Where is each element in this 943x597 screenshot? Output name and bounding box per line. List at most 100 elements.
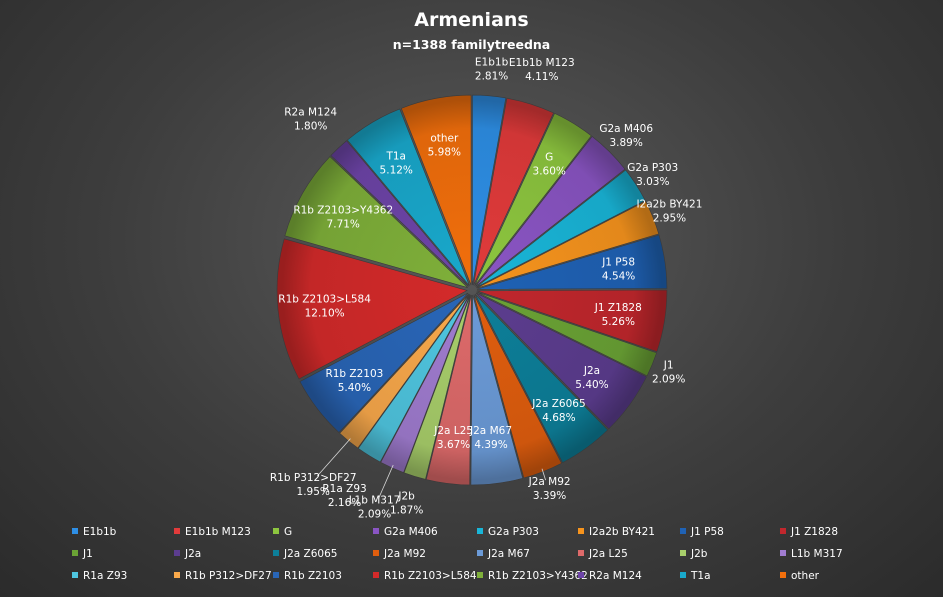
slice-name-label-r1b-z2103-l584: R1b Z2103>L584 bbox=[278, 293, 371, 305]
pie-slice-g bbox=[474, 113, 592, 286]
legend-swatch-j2a-m67 bbox=[477, 550, 483, 556]
legend-swatch-r1b-z2103 bbox=[273, 572, 279, 578]
slice-value-label-g2a-m406: 3.89% bbox=[609, 137, 642, 149]
legend-label-j1-p58: J1 P58 bbox=[690, 526, 724, 538]
slice-name-label-e1b1b-m123: E1b1b M123 bbox=[509, 57, 575, 69]
slice-name-label-j2a: J2a bbox=[583, 365, 600, 377]
slice-labels: E1b1b 2.81%E1b1b M123 4.11% G 3.60% G2a M406 3… bbox=[270, 57, 703, 521]
legend-label-r1b-z2103-l584: R1b Z2103>L584 bbox=[384, 570, 477, 582]
pie-slice-e1b1b-m123 bbox=[473, 97, 554, 286]
legend-label-j2b: J2b bbox=[690, 548, 708, 560]
pie-slice-r2a-m124 bbox=[330, 140, 469, 287]
slice-value-label-l1b-m317: 2.09% bbox=[358, 509, 391, 521]
pie-slice-j2b bbox=[403, 294, 471, 480]
slice-name-label-r1b-p312-df27: R1b P312>DF27 bbox=[270, 472, 357, 484]
slice-name-label-g: G bbox=[545, 151, 553, 163]
pie-slice-r1b-z2103 bbox=[299, 292, 469, 433]
slice-name-label-j2a-m92: J2a M92 bbox=[528, 476, 571, 488]
slice-name-label-j2a-z6065: J2a Z6065 bbox=[531, 398, 585, 410]
slice-name-label-r1b-z2103: R1b Z2103 bbox=[325, 368, 383, 380]
pie-slice-g2a-p303 bbox=[476, 169, 646, 288]
pie-slice-t1a bbox=[346, 108, 470, 286]
legend-label-e1b1b: E1b1b bbox=[83, 526, 117, 538]
legend-label-g2a-p303: G2a P303 bbox=[488, 526, 539, 538]
slice-name-label-g2a-m406: G2a M406 bbox=[599, 123, 653, 135]
legend-swatch-e1b1b bbox=[72, 528, 78, 534]
slice-name-label-j1-p58: J1 P58 bbox=[601, 256, 635, 268]
legend-label-g2a-m406: G2a M406 bbox=[384, 526, 438, 538]
pie-slice-j2a-z6065 bbox=[474, 293, 609, 464]
legend-swatch-j2b bbox=[680, 550, 686, 556]
legend-swatch-r1b-p312-df27 bbox=[174, 572, 180, 578]
legend-label-other: other bbox=[791, 570, 820, 582]
legend-swatch-t1a bbox=[680, 572, 686, 578]
slice-value-label-r2a-m124: 1.80% bbox=[294, 120, 327, 132]
slice-name-label-other: other bbox=[430, 132, 459, 144]
legend-label-g: G bbox=[284, 526, 292, 538]
legend-swatch-i2a2b-by421 bbox=[578, 528, 584, 534]
legend-swatch-l1b-m317 bbox=[780, 550, 786, 556]
slice-value-label-j1: 2.09% bbox=[652, 373, 685, 385]
slice-value-label-other: 5.98% bbox=[428, 146, 461, 158]
legend-swatch-g2a-p303 bbox=[477, 528, 483, 534]
legend-label-j2a-m92: J2a M92 bbox=[383, 548, 426, 560]
slice-value-label-r1b-z2103-y4362: 7.71% bbox=[327, 219, 360, 231]
slice-name-label-i2a2b-by421: I2a2b BY421 bbox=[636, 199, 702, 211]
slice-value-label-g2a-p303: 3.03% bbox=[636, 176, 669, 188]
chart-subtitle: n=1388 familytreedna bbox=[392, 37, 551, 52]
pie-slices bbox=[276, 94, 668, 486]
slice-value-label-j1-p58: 4.54% bbox=[602, 270, 635, 282]
chart-title: Armenians bbox=[414, 9, 529, 31]
legend-swatch-r1b-z2103-l584 bbox=[373, 572, 379, 578]
slice-name-label-j2a-m67: J2a M67 bbox=[469, 425, 512, 437]
slice-value-label-j2a-m92: 3.39% bbox=[533, 490, 566, 502]
legend-label-l1b-m317: L1b M317 bbox=[791, 548, 843, 560]
legend-swatch-r1a-z93 bbox=[72, 572, 78, 578]
leader-line-r1b-p312-df27 bbox=[316, 438, 351, 477]
pie-slice-j1-p58 bbox=[476, 234, 668, 290]
slice-name-label-j1: J1 bbox=[663, 359, 674, 371]
slice-name-label-r1b-z2103-y4362: R1b Z2103>Y4362 bbox=[293, 205, 393, 217]
legend-label-r2a-m124: R2a M124 bbox=[589, 570, 642, 582]
slice-value-label-j1-z1828: 5.26% bbox=[602, 316, 635, 328]
slice-name-label-g2a-p303: G2a P303 bbox=[627, 162, 678, 174]
slice-value-label-i2a2b-by421: 2.95% bbox=[653, 213, 686, 225]
legend-label-t1a: T1a bbox=[690, 570, 711, 582]
legend-label-j2a-m67: J2a M67 bbox=[487, 548, 530, 560]
legend-swatch-other bbox=[780, 572, 786, 578]
slice-value-label-j2a-m67: 4.39% bbox=[474, 439, 507, 451]
slice-name-label-e1b1b: E1b1b bbox=[475, 57, 509, 69]
leader-line-l1b-m317 bbox=[378, 464, 394, 499]
slice-value-label-r1a-z93: 2.16% bbox=[328, 497, 361, 509]
legend-swatch-j2a-z6065 bbox=[273, 550, 279, 556]
slice-value-label-j2a-z6065: 4.68% bbox=[542, 412, 575, 424]
pie-slice-j1-z1828 bbox=[476, 289, 668, 353]
pie-slice-r1a-z93 bbox=[357, 294, 470, 463]
legend-swatch-j2a-l25 bbox=[578, 550, 584, 556]
legend-swatch-g bbox=[273, 528, 279, 534]
slice-value-label-r1b-p312-df27: 1.95% bbox=[297, 486, 330, 498]
slice-value-label-j2b: 1.87% bbox=[390, 504, 423, 516]
legend: E1b1b E1b1b M123 G G2a M406 G2a P303 I2a2b BY… bbox=[72, 526, 843, 582]
legend-label-j1: J1 bbox=[82, 548, 93, 560]
slice-value-label-t1a: 5.12% bbox=[380, 165, 413, 177]
pie-slice-g2a-m406 bbox=[475, 136, 626, 287]
legend-swatch-r1b-z2103-y4362 bbox=[477, 572, 483, 578]
slice-name-label-r1a-z93: R1a Z93 bbox=[322, 483, 366, 495]
slice-value-label-g: 3.60% bbox=[533, 165, 566, 177]
legend-swatch-j1-z1828 bbox=[780, 528, 786, 534]
slice-name-label-r2a-m124: R2a M124 bbox=[284, 106, 337, 118]
pie-slice-j1 bbox=[476, 291, 657, 377]
slice-name-label-j1-z1828: J1 Z1828 bbox=[594, 302, 642, 314]
slice-value-label-e1b1b-m123: 4.11% bbox=[525, 71, 558, 83]
slice-value-label-r1b-z2103: 5.40% bbox=[338, 382, 371, 394]
legend-label-j2a-l25: J2a L25 bbox=[588, 548, 628, 560]
pie-slice-r1b-z2103-y4362 bbox=[284, 156, 468, 288]
legend-swatch-j1-p58 bbox=[680, 528, 686, 534]
legend-label-r1b-z2103: R1b Z2103 bbox=[284, 570, 342, 582]
pie-slice-j2a bbox=[475, 292, 647, 430]
slice-name-label-l1b-m317: L1b M317 bbox=[349, 495, 401, 507]
legend-label-j2a-z6065: J2a Z6065 bbox=[283, 548, 337, 560]
legend-label-j2a: J2a bbox=[184, 548, 201, 560]
